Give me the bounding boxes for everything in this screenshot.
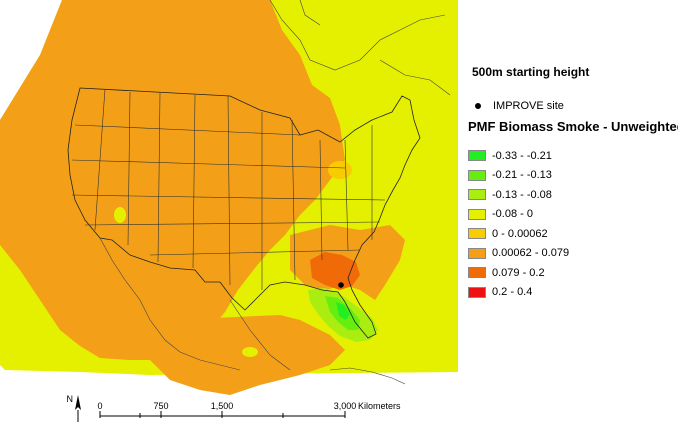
state-boundaries — [71, 88, 386, 290]
legend-class-list: -0.33 - -0.21 -0.21 - -0.13 -0.13 - -0.08 -… — [468, 146, 569, 302]
legend-swatch — [468, 189, 486, 201]
legend-item: -0.13 - -0.08 — [468, 185, 569, 205]
legend-swatch — [468, 169, 486, 181]
scale-tick-0: 0 — [97, 401, 102, 411]
map-field-orange-region — [0, 0, 345, 360]
mexico-coast-lines — [99, 237, 291, 371]
legend-label: -0.08 - 0 — [492, 208, 533, 221]
caribbean-white-area — [270, 380, 458, 427]
map-field-redorange-area — [310, 252, 360, 290]
map-field-yellow-patch-nevada — [114, 207, 126, 223]
cuba-outline — [329, 367, 406, 385]
map-field-orange-west — [0, 150, 60, 232]
legend-label: 0.079 - 0.2 — [492, 266, 545, 279]
legend-label: 0.00062 - 0.079 — [492, 247, 570, 260]
scale-tick-1500: 1,500 — [211, 401, 234, 411]
legend-label: 0 - 0.00062 — [492, 227, 548, 240]
legend-item: 0 - 0.00062 — [468, 224, 569, 244]
legend-item: -0.21 - -0.13 — [468, 166, 569, 186]
legend-swatch — [468, 286, 486, 298]
legend-swatch — [468, 228, 486, 240]
map-field-yellow-patch-great-lakes — [328, 161, 352, 179]
improve-site-legend: IMPROVE site — [472, 100, 564, 112]
north-arrow-label: N — [67, 394, 74, 404]
legend-swatch — [468, 150, 486, 162]
legend-swatch — [468, 267, 486, 279]
us-boundary-outline — [67, 87, 421, 339]
map-field-green-center — [336, 302, 350, 320]
legend-item: -0.33 - -0.21 — [468, 146, 569, 166]
legend-label: -0.13 - -0.08 — [492, 188, 552, 201]
legend-label: -0.33 - -0.21 — [492, 149, 552, 162]
site-label: IMPROVE site — [493, 100, 564, 112]
scale-tick-3000: 3,000 — [334, 401, 357, 411]
legend-swatch — [468, 247, 486, 259]
canada-coast-lines — [269, 0, 451, 96]
site-dot-icon — [475, 103, 481, 109]
legend-item: 0.00062 - 0.079 — [468, 244, 569, 264]
concentration-map: N 0 750 1,500 3,000 Kilometers — [0, 0, 458, 427]
scale-bar: 0 750 1,500 3,000 Kilometers — [97, 401, 401, 418]
legend-panel: 500m starting height IMPROVE site PMF Bi… — [458, 0, 678, 427]
legend-swatch — [468, 208, 486, 220]
height-title: 500m starting height — [472, 65, 590, 79]
legend-label: 0.2 - 0.4 — [492, 286, 533, 299]
north-arrow: N — [67, 394, 81, 422]
legend-item: 0.079 - 0.2 — [468, 263, 569, 283]
legend-label: -0.21 - -0.13 — [492, 169, 552, 182]
map-field-yellow-patch-northeast — [342, 113, 378, 137]
legend-item: -0.08 - 0 — [468, 205, 569, 225]
legend-item: 0.2 - 0.4 — [468, 283, 569, 303]
map-panel[interactable]: N 0 750 1,500 3,000 Kilometers — [0, 0, 458, 427]
legend-title: PMF Biomass Smoke - Unweighted — [468, 119, 678, 134]
scale-tick-750: 750 — [153, 401, 168, 411]
improve-site-marker — [338, 282, 344, 288]
map-field-yellow-patch-gulf — [242, 347, 258, 357]
scale-unit-label: Kilometers — [358, 401, 401, 411]
